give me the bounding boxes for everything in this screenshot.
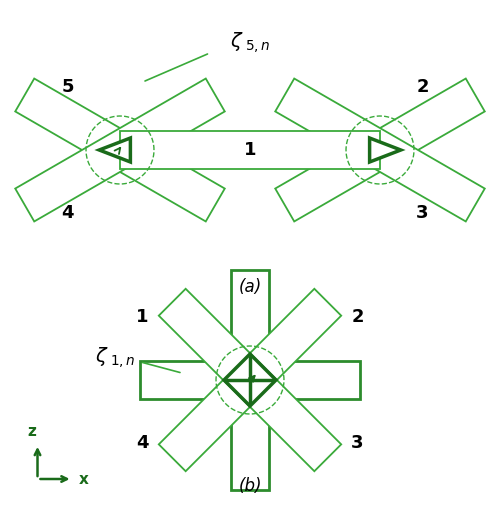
Polygon shape (159, 289, 341, 471)
Polygon shape (231, 270, 269, 490)
Text: 3: 3 (416, 203, 429, 222)
Polygon shape (15, 79, 225, 222)
Text: $\zeta_{\ 5,n}$: $\zeta_{\ 5,n}$ (230, 30, 270, 55)
Polygon shape (15, 79, 225, 222)
Text: x: x (78, 472, 88, 487)
Text: (a): (a) (238, 279, 262, 296)
Text: $\zeta_{\ 1,n}$: $\zeta_{\ 1,n}$ (95, 345, 136, 370)
Polygon shape (140, 361, 360, 399)
Text: 5: 5 (61, 79, 74, 97)
Polygon shape (370, 138, 401, 162)
Text: 2: 2 (416, 79, 429, 97)
Text: 1: 1 (244, 141, 256, 159)
Polygon shape (159, 289, 341, 471)
Polygon shape (275, 79, 485, 222)
Text: 3: 3 (351, 434, 364, 451)
Text: 2: 2 (351, 308, 364, 327)
Polygon shape (275, 79, 485, 222)
Text: 4: 4 (136, 434, 149, 451)
Text: z: z (27, 424, 36, 439)
Text: 4: 4 (61, 203, 74, 222)
Polygon shape (99, 138, 130, 162)
Polygon shape (224, 354, 276, 406)
Polygon shape (120, 131, 380, 169)
Text: (b): (b) (238, 477, 262, 495)
Text: 1: 1 (136, 308, 149, 327)
